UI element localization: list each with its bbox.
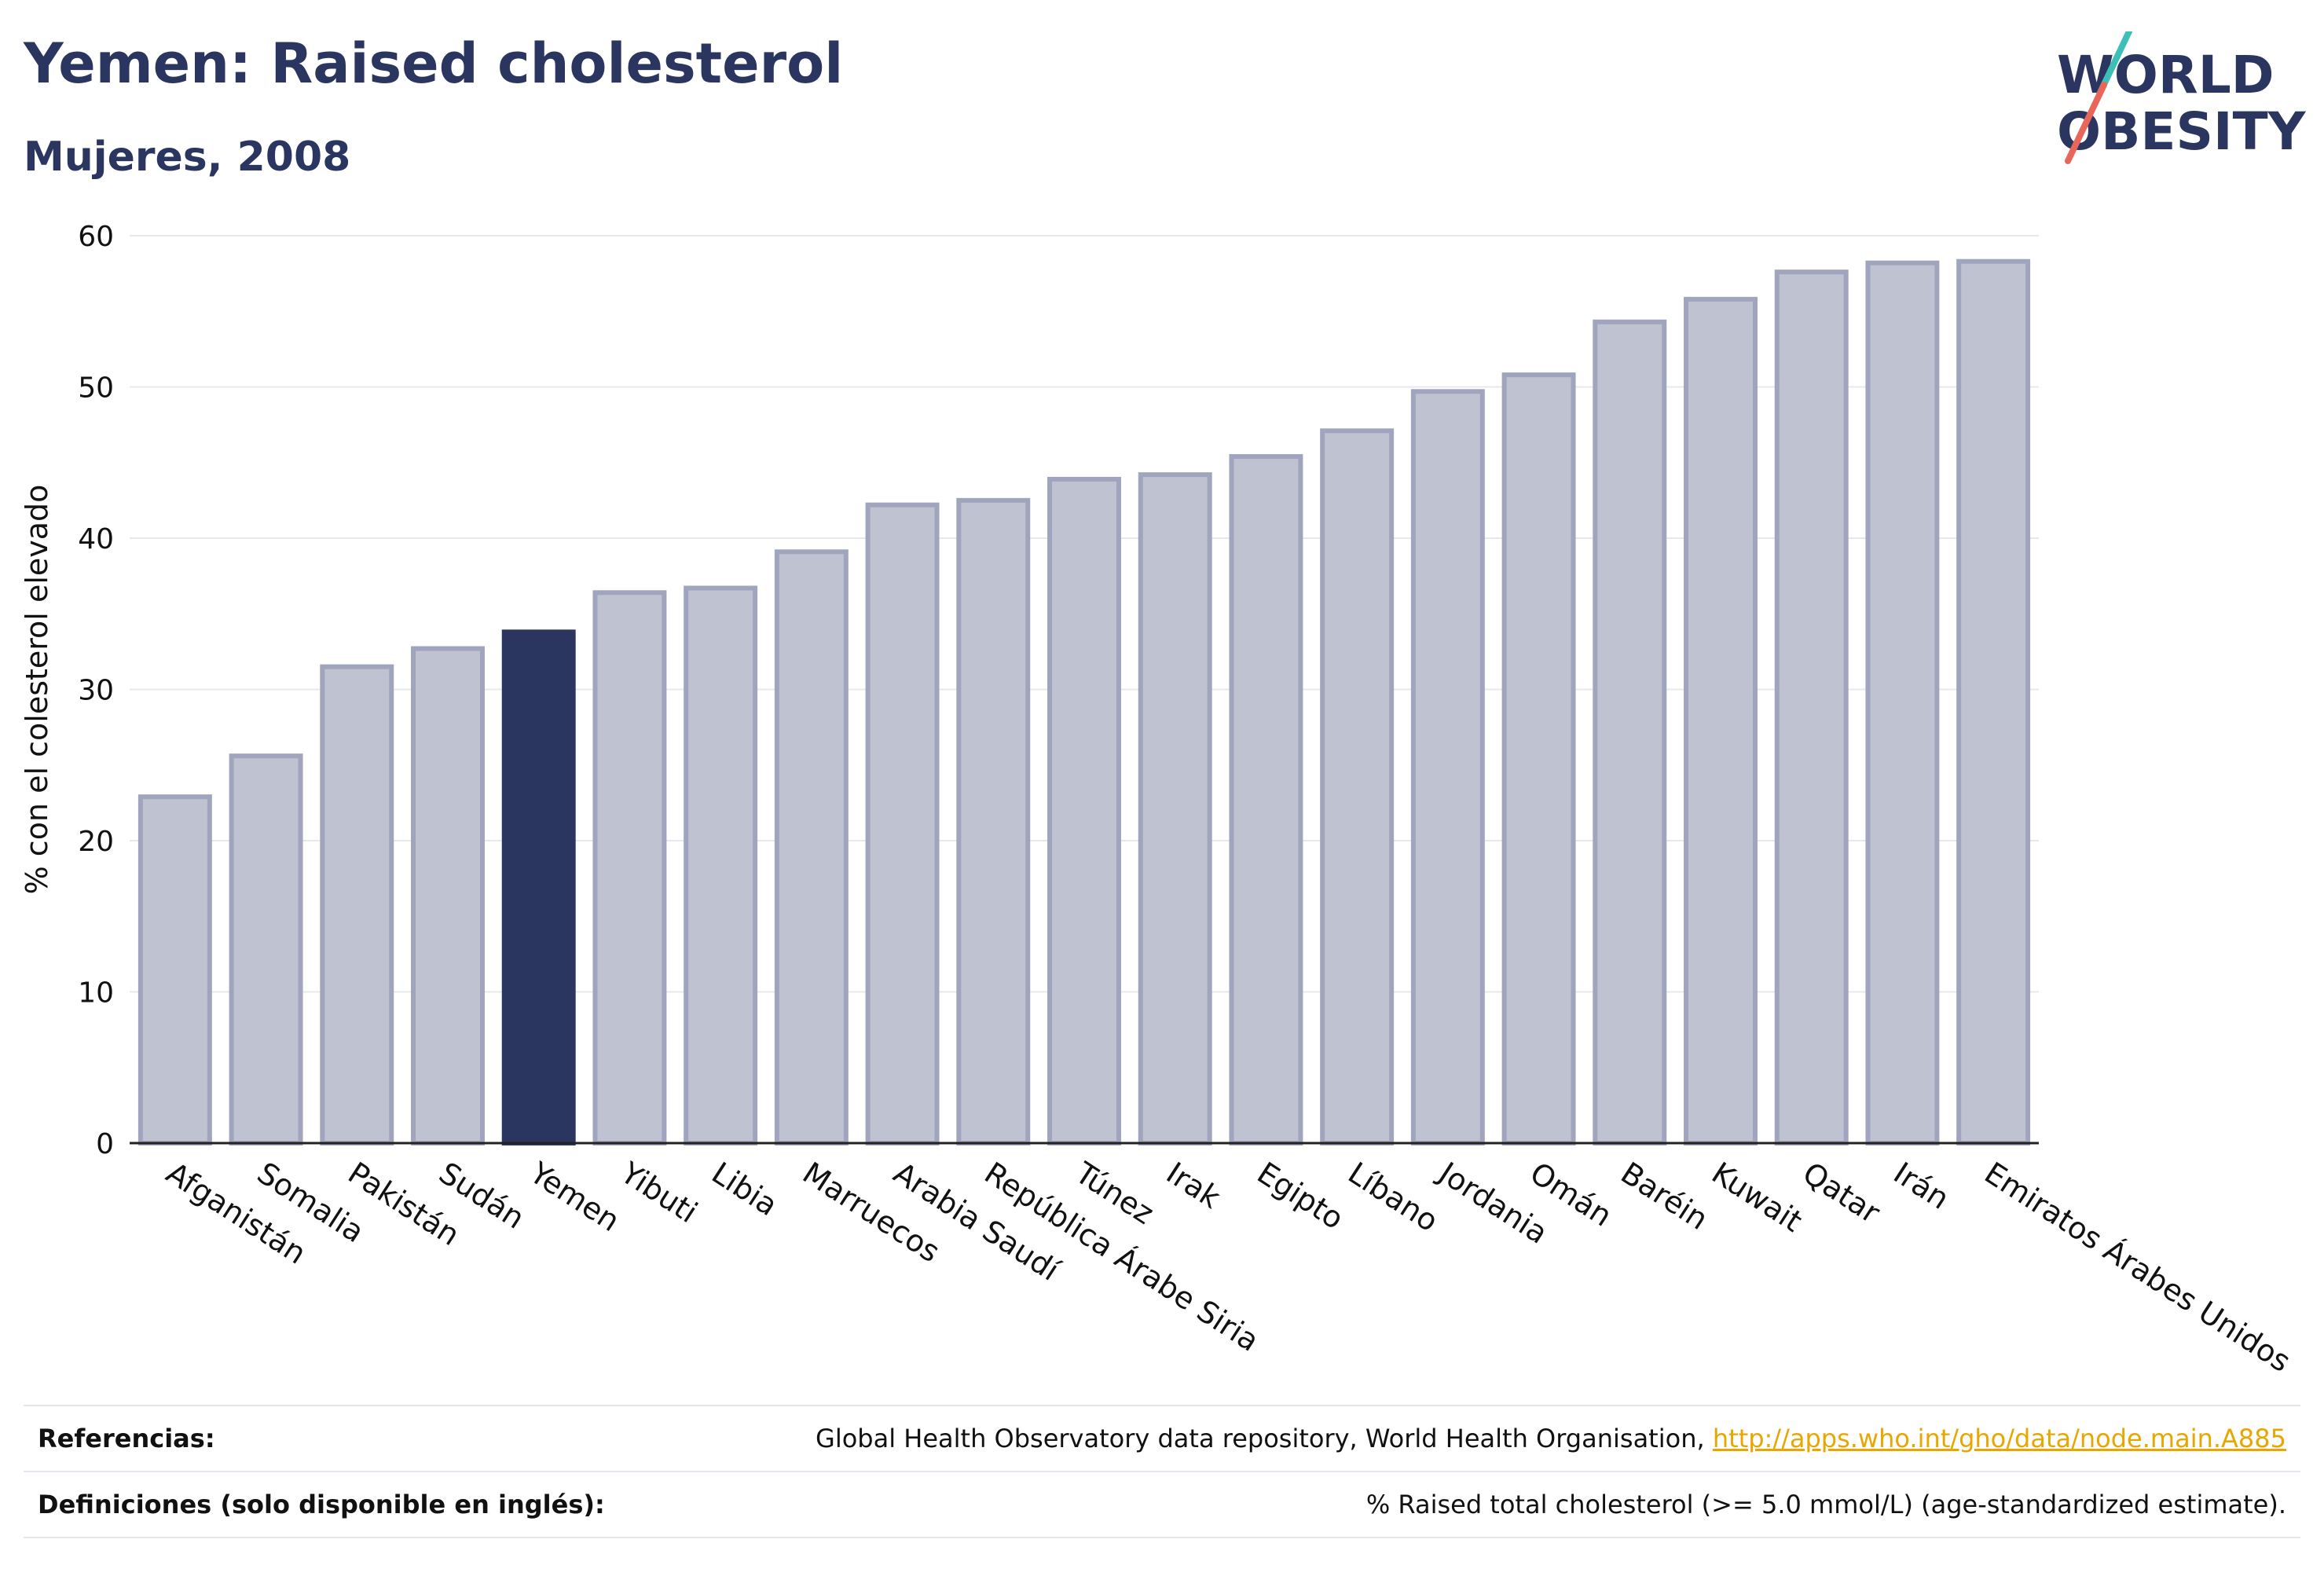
references-text: Global Health Observatory data repositor… [816,1424,1713,1453]
chart-title: Yemen: Raised cholesterol [24,31,844,96]
bar-12 [1229,454,1303,1145]
x-tick-label-16: Baréin [1615,1156,1714,1237]
references-value: Global Health Observatory data repositor… [816,1424,2286,1453]
bar-16 [1593,319,1667,1146]
world-obesity-logo: WORLD OBESITY [2057,31,2307,164]
bar-17 [1684,296,1758,1146]
bar-chart: 0 10 20 30 40 50 60 AfganistánSomaliaPakistánS… [20,221,2297,1379]
logo-line1: WORLD [2057,45,2275,105]
x-tick-label-6: Libia [706,1156,783,1223]
footer-divider-top [24,1405,2300,1406]
definitions-label: Definiciones (solo disponible en inglés)… [38,1490,605,1519]
references-link[interactable]: http://apps.who.int/gho/data/node.main.A… [1712,1424,2286,1453]
x-tick-label-18: Qatar [1797,1156,1886,1230]
bar-9 [956,497,1031,1145]
logo-slash-coral [2065,82,2107,164]
bar-5 [592,590,667,1145]
x-tick-label-13: Líbano [1342,1156,1444,1239]
x-tick-label-11: Irak [1160,1156,1226,1215]
bar-14 [1410,389,1485,1145]
bar-7 [774,549,849,1145]
definitions-row: Definiciones (solo disponible en inglés)… [24,1490,2300,1529]
bar-8 [865,502,940,1145]
y-tick-label-0: 0 [96,1128,114,1160]
chart-subtitle: Mujeres, 2008 [24,134,351,181]
y-tick-label-6: 60 [78,221,114,253]
bar-0 [137,794,212,1145]
bar-13 [1320,428,1395,1145]
footer-divider-bottom [24,1537,2300,1538]
x-tick-label-12: Egipto [1252,1156,1350,1237]
references-row: Referencias: Global Health Observatory d… [24,1424,2300,1463]
bars [137,258,2031,1146]
bar-19 [1865,260,1940,1145]
bar-4 [501,629,576,1145]
bar-20 [1956,258,2031,1146]
x-tick-label-17: Kuwait [1706,1156,1808,1239]
definitions-value: % Raised total cholesterol (>= 5.0 mmol/… [1365,1490,2286,1519]
bar-2 [320,664,394,1145]
y-tick-labels: 0 10 20 30 40 50 60 [78,221,114,1160]
x-tick-label-19: Irán [1888,1156,1956,1216]
footer-divider-middle [24,1471,2300,1472]
x-tick-label-5: Yibuti [614,1155,704,1230]
y-tick-label-4: 40 [78,523,114,555]
bar-6 [684,585,758,1145]
x-tick-labels: AfganistánSomaliaPakistánSudánYemenYibut… [160,1155,2297,1379]
bar-15 [1501,372,1576,1146]
y-tick-label-3: 30 [78,675,114,707]
logo-line2: OBESITY [2057,101,2307,162]
bar-18 [1774,269,1849,1146]
bar-3 [411,646,485,1145]
bar-11 [1138,472,1212,1145]
references-label: Referencias: [38,1424,215,1453]
y-tick-label-1: 10 [78,977,114,1010]
y-tick-label-2: 20 [78,826,114,858]
x-tick-label-20: Emiratos Árabes Unidos [1978,1156,2297,1379]
y-tick-label-5: 50 [78,372,114,405]
x-tick-label-4: Yemen [523,1155,626,1238]
bar-10 [1047,476,1121,1145]
bar-1 [229,753,303,1145]
y-axis-label: % con el colesterol elevado [20,485,54,895]
